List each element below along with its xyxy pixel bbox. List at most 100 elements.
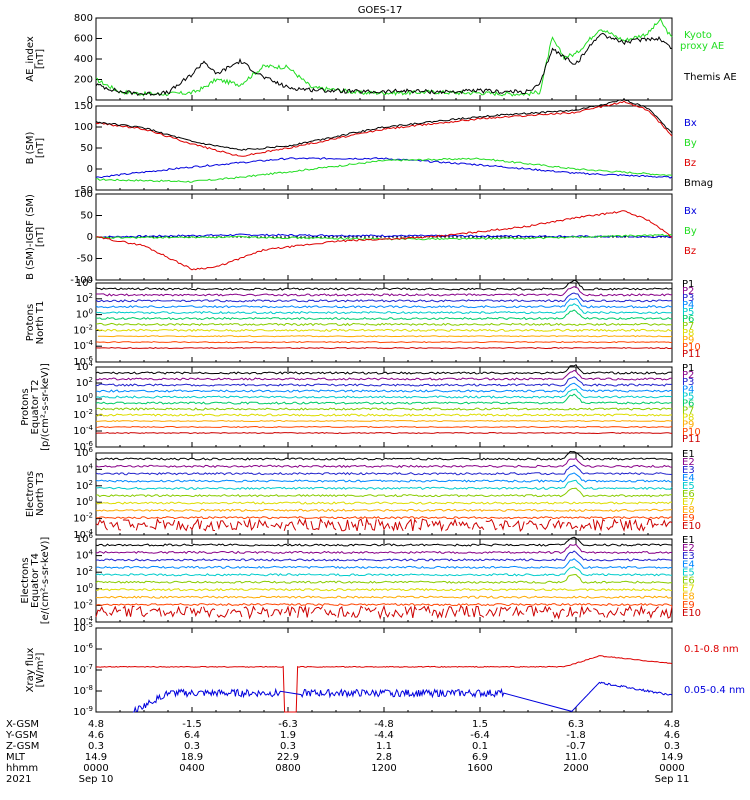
legend-themis: Themis AE [683,72,737,83]
footer-row-label: Z-GSM [6,741,39,752]
y-axis-label: AE_index [25,36,36,82]
panel-frame [95,452,673,536]
y-tick-label: 10-2 [73,408,93,421]
series-line [95,419,673,423]
y-tick-label: 10-7 [73,663,93,676]
legend-bx: Bx [684,118,697,129]
footer-row-label: 2021 [6,774,31,785]
footer-value: -4.8 [374,719,394,730]
panel-frame [95,627,673,713]
series-line [95,363,673,375]
y-tick-label: 102 [76,292,93,305]
series-line [95,297,672,309]
footer-value: 0800 [275,763,300,774]
y-tick-label: 0 [87,164,93,175]
footer-value: 1.5 [472,719,488,730]
footer-value: 0.3 [280,741,296,752]
y-axis-label: [nT] [35,227,46,247]
y-tick-label: -50 [77,254,93,265]
series-line [95,457,673,468]
legend-p11: P11 [682,349,701,360]
footer-value: 4.8 [88,719,104,730]
y-tick-label: 100 [76,495,93,508]
legend-e5: E5 [682,567,695,578]
panel-frame [95,105,673,191]
series-line [95,487,673,498]
legend-e10: E10 [682,521,701,532]
legend-p9: P9 [682,335,694,346]
legend-by: By [684,138,697,149]
y-tick-label: 10-2 [73,323,93,336]
legend-e2: E2 [682,543,695,554]
footer-value: -6.3 [278,719,298,730]
footer-row-label: Y-GSM [5,730,38,741]
y-tick-label: 10-6 [73,642,93,655]
series-line [96,341,673,344]
y-axis-label: Xray flux [25,648,36,693]
series-line [96,157,673,183]
series-line [95,602,673,607]
legend-p5: P5 [682,391,694,402]
footer-value: 1.1 [376,741,392,752]
legend-p2: P2 [682,286,694,297]
series-line [95,303,672,315]
legend-p3: P3 [682,293,694,304]
y-tick-label: 400 [74,54,93,65]
y-tick-label: 106 [76,532,94,545]
series-line [95,450,673,461]
footer-value: 4.6 [88,730,104,741]
y-axis-label: [p/(cm²-s-sr-keV)] [40,363,51,451]
series-line [95,550,673,562]
y-tick-label: 10-2 [73,512,93,525]
footer-value: 2000 [563,763,588,774]
series-line [95,501,673,505]
y-tick-label: 0 [87,232,93,243]
footer-row-label: MLT [6,752,26,763]
y-tick-label: 10-8 [73,684,93,697]
y-tick-label: 10-6 [73,355,93,368]
series-line [95,279,673,291]
legend-p3: P3 [682,377,694,388]
footer-value: 6.4 [184,730,200,741]
footer-value: 0.1 [472,741,488,752]
legend-e7: E7 [682,584,695,595]
series-line [95,413,673,417]
legend-e4: E4 [682,559,695,570]
legend-e2: E2 [682,457,695,468]
footer-value: Sep 11 [655,774,690,785]
y-axis-label: Protons [25,304,36,341]
legend-e8: E8 [682,505,695,516]
legend-xray-long: 0.1-0.8 nm [684,644,739,655]
footer-value: 0.3 [88,741,104,752]
footer-value: 4.6 [664,730,680,741]
y-axis-label: [W/m²] [35,652,46,687]
legend-p4: P4 [682,300,694,311]
y-axis-label: Electrons [20,557,31,603]
series-line [95,558,673,569]
series-line [95,382,672,393]
series-line [96,286,672,297]
series-line [95,157,673,179]
legend-p5: P5 [682,307,694,318]
series-line [95,479,673,490]
legend-p6: P6 [682,398,694,409]
series-line [95,376,672,387]
series-line [95,369,672,381]
legend-p10: P10 [682,427,701,438]
y-axis-label: North T3 [35,472,46,516]
y-tick-label: 600 [74,34,93,45]
legend-e3: E3 [682,551,695,562]
footer-value: -0.7 [566,741,586,752]
series-line [132,681,673,713]
series-line [95,508,673,512]
y-tick-label: 10-4 [73,339,93,352]
y-tick-label: 100 [76,582,93,595]
y-tick-label: -50 [77,185,93,196]
y-tick-label: 0 [87,95,93,106]
legend-p6: P6 [682,314,694,325]
footer-value: 14.9 [85,752,107,763]
y-tick-label: 104 [76,276,94,289]
y-axis-label: [e/(cm²-s-sr-keV)] [40,537,51,625]
legend-bz: Bz [684,246,696,257]
